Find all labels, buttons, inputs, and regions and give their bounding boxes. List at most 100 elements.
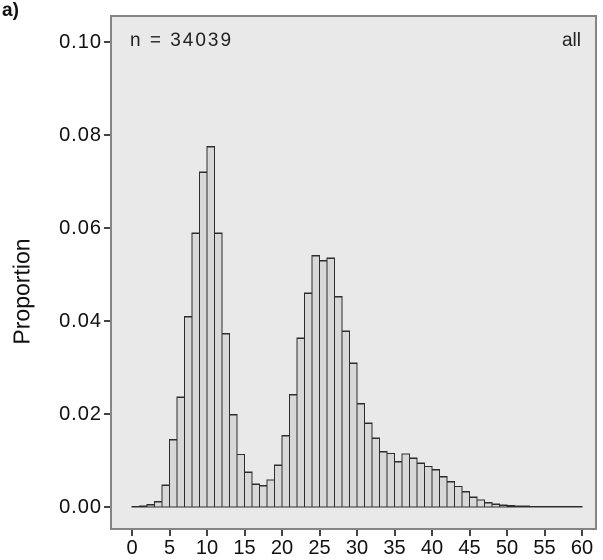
histogram-bar <box>468 496 478 508</box>
histogram-bar <box>191 232 201 508</box>
x-tick-mark <box>168 530 171 536</box>
histogram-bar <box>236 453 246 508</box>
x-tick-mark <box>281 530 283 536</box>
histogram-bar <box>341 330 351 508</box>
x-tick-label: 30 <box>345 537 369 559</box>
histogram-bar <box>168 438 178 508</box>
histogram-bar <box>161 484 171 508</box>
histogram-bar <box>311 255 321 508</box>
y-tick-label: 0.02 <box>59 403 102 425</box>
histogram-bar <box>131 505 141 508</box>
histogram-bar <box>228 414 238 508</box>
histogram-bar <box>431 469 441 508</box>
annotation-sample-size: n = 34039 <box>130 30 234 51</box>
histogram-bar <box>333 296 343 508</box>
histogram-bar <box>363 422 373 508</box>
histogram-bar <box>371 437 381 508</box>
histogram-bar <box>386 452 396 508</box>
histogram-bar <box>566 505 576 508</box>
histogram-bar <box>198 171 208 508</box>
histogram-bar <box>408 457 418 508</box>
histogram-bar <box>543 505 553 508</box>
x-tick-mark <box>581 530 583 536</box>
histogram-bar <box>176 396 186 508</box>
histogram-bar <box>183 316 193 508</box>
y-tick-label: 0.00 <box>59 496 102 518</box>
x-tick-label: 0 <box>126 537 138 559</box>
histogram-bar <box>153 501 163 508</box>
x-tick-mark <box>468 530 471 536</box>
x-tick-label: 35 <box>383 537 406 559</box>
histogram-bar <box>476 499 486 508</box>
histogram-bar <box>213 232 223 508</box>
histogram-bar <box>326 257 336 508</box>
y-tick-mark <box>104 320 110 322</box>
y-axis-title: Proportion <box>8 238 35 345</box>
x-tick-label: 40 <box>420 537 444 559</box>
y-tick-mark <box>104 413 110 415</box>
histogram-bar <box>393 461 403 508</box>
x-tick-mark <box>543 530 546 536</box>
plot-panel <box>110 15 597 530</box>
histogram-bar <box>138 505 148 508</box>
histogram-bar <box>528 505 538 508</box>
x-tick-mark <box>431 530 433 536</box>
y-tick-mark <box>104 41 110 43</box>
x-tick-label: 15 <box>233 537 256 559</box>
x-tick-label: 45 <box>458 537 481 559</box>
histogram-bar <box>536 505 546 508</box>
panel-label: a) <box>2 0 19 21</box>
histogram-bar <box>491 503 501 508</box>
x-tick-mark <box>318 530 321 536</box>
histogram-bar <box>273 464 283 508</box>
histogram-bar <box>288 394 298 508</box>
histogram-bar <box>266 479 276 508</box>
histogram-bar <box>513 505 523 508</box>
histogram-bar <box>296 337 306 508</box>
y-tick-label: 0.04 <box>59 310 102 332</box>
y-tick-label: 0.06 <box>59 217 102 239</box>
x-tick-label: 60 <box>570 537 594 559</box>
histogram-bar <box>453 485 463 508</box>
histogram-bar <box>318 259 328 508</box>
histogram-bar <box>483 502 493 508</box>
histogram-bar <box>251 483 261 508</box>
y-tick-label: 0.08 <box>59 124 102 146</box>
histogram-bar <box>258 484 268 508</box>
histogram-bar <box>221 332 231 508</box>
histogram-bars-svg <box>131 145 583 508</box>
histogram-bar <box>438 476 448 508</box>
histogram-bar <box>521 505 531 508</box>
y-tick-mark <box>104 506 110 508</box>
histogram-bar <box>281 435 291 508</box>
x-tick-label: 25 <box>308 537 331 559</box>
histogram-bar <box>506 504 516 508</box>
histogram-bar <box>356 403 366 508</box>
x-tick-label: 5 <box>163 537 176 559</box>
histogram-bar <box>461 490 471 508</box>
histogram-bar <box>206 145 216 508</box>
x-tick-mark <box>131 530 133 536</box>
y-tick-mark <box>104 134 110 136</box>
histogram-bar <box>303 292 313 508</box>
x-tick-mark <box>356 530 358 536</box>
histogram-bar <box>498 504 508 508</box>
y-tick-mark <box>104 227 110 229</box>
histogram-bar <box>416 462 426 508</box>
x-tick-mark <box>506 530 508 536</box>
x-tick-mark <box>393 530 396 536</box>
annotation-group: all <box>561 30 581 51</box>
x-tick-label: 20 <box>270 537 294 559</box>
histogram-bar <box>551 505 561 508</box>
histogram-bar <box>573 505 583 508</box>
histogram-bar <box>348 362 358 508</box>
x-tick-label: 10 <box>195 537 219 559</box>
histogram-bar <box>558 505 568 508</box>
x-tick-mark <box>206 530 208 536</box>
x-tick-mark <box>243 530 246 536</box>
x-tick-label: 50 <box>495 537 519 559</box>
y-tick-label: 0.10 <box>59 31 102 53</box>
histogram-bar <box>446 481 456 508</box>
histogram-bar <box>378 450 388 508</box>
